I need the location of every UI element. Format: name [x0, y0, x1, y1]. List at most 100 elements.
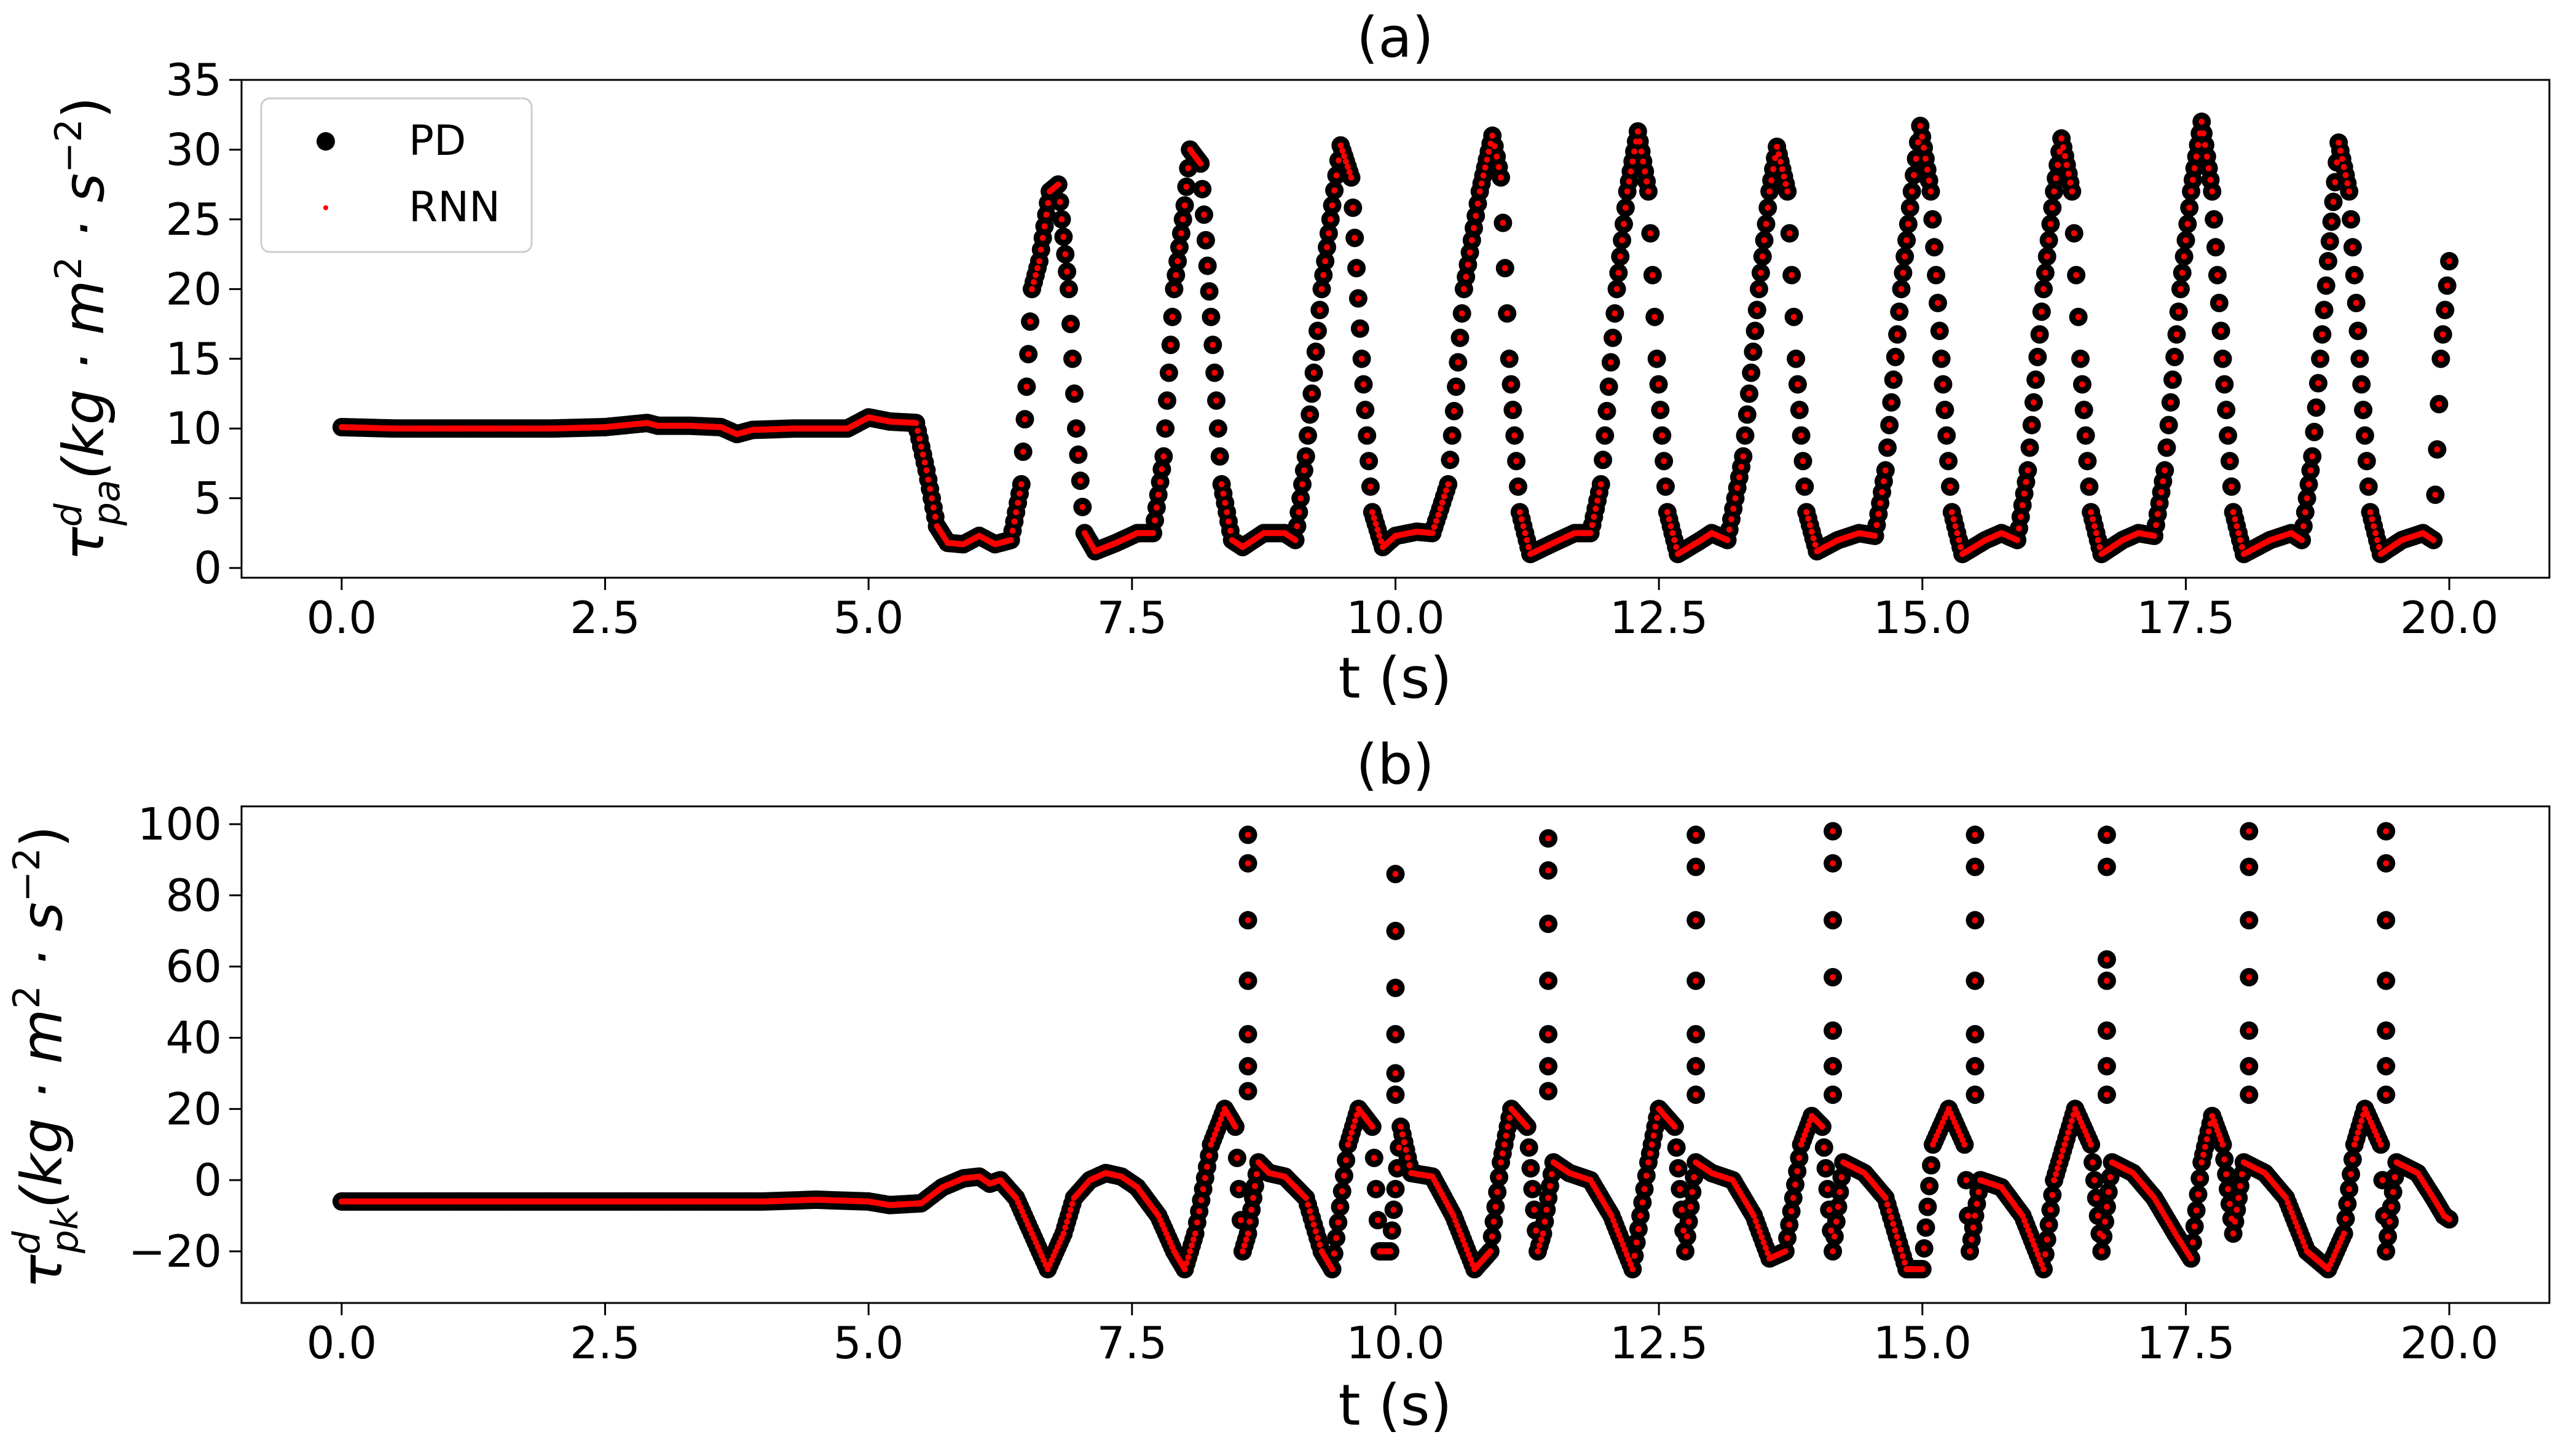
panel-a-y-tick-label: 10	[165, 403, 222, 454]
rnn-point	[1511, 432, 1518, 439]
rnn-point	[1956, 537, 1962, 543]
rnn-point	[925, 476, 932, 483]
rnn-point	[2302, 1243, 2308, 1250]
rnn-point	[1605, 384, 1612, 390]
rnn-point	[2054, 1165, 2061, 1171]
legend-pd-label: PD	[409, 117, 466, 165]
rnn-point	[1344, 163, 1351, 170]
rnn-point	[1509, 407, 1516, 413]
rnn-point	[2182, 237, 2189, 243]
rnn-point	[2028, 422, 2035, 428]
rnn-point	[2348, 1171, 2355, 1178]
rnn-point	[1394, 1165, 1401, 1171]
rnn-point	[1171, 286, 1178, 293]
rnn-point	[2167, 399, 2174, 406]
rnn-point	[2029, 1237, 2036, 1243]
rnn-point	[2351, 272, 2358, 278]
rnn-point	[2349, 244, 2356, 251]
rnn-point	[2053, 1171, 2059, 1178]
rnn-point	[1899, 1253, 1906, 1259]
rnn-point	[1784, 188, 1791, 195]
rnn-point	[1324, 244, 1331, 251]
rnn-point	[2388, 1203, 2395, 1210]
rnn-point	[1759, 253, 1766, 260]
rnn-point	[2049, 205, 2056, 211]
rnn-spike-point	[1245, 1088, 1251, 1095]
panel-b-y-tick-label: 0	[194, 1154, 222, 1206]
rnn-point	[1041, 223, 1048, 230]
rnn-point	[1503, 1132, 1509, 1139]
rnn-point	[1761, 237, 1768, 243]
rnn-spike-point	[2246, 974, 2253, 980]
rnn-point	[1958, 544, 1964, 551]
rnn-point	[2223, 407, 2230, 413]
rnn-point	[1455, 359, 1462, 366]
rnn-point	[2033, 1246, 2039, 1253]
rnn-point	[2342, 172, 2349, 178]
rnn-point	[1938, 355, 1945, 362]
rnn-point	[2225, 432, 2231, 439]
rnn-point	[1043, 211, 1050, 218]
rnn-point	[1626, 1256, 1632, 1263]
rnn-spike-point	[1693, 977, 1699, 984]
rnn-point	[1800, 458, 1806, 465]
rnn-point	[1505, 1123, 1511, 1130]
rnn-point	[2300, 1238, 2307, 1245]
rnn-point	[2061, 1141, 2068, 1148]
rnn-point	[1819, 1123, 1825, 1130]
rnn-point	[1594, 497, 1601, 504]
rnn-point	[1341, 153, 1348, 159]
rnn-point	[2181, 253, 2187, 260]
rnn-point	[2436, 401, 2442, 407]
rnn-point	[2082, 432, 2089, 439]
rnn-point	[1907, 205, 1913, 211]
rnn-point	[1431, 524, 1438, 530]
panel-b-y-tick-label: 20	[165, 1083, 222, 1135]
rnn-point	[2390, 1189, 2396, 1195]
rnn-point	[2069, 188, 2076, 195]
rnn-point	[1372, 1186, 1379, 1192]
rnn-point	[1253, 1171, 1260, 1178]
rnn-point	[1358, 355, 1365, 362]
rnn-point	[1545, 1195, 1552, 1202]
rnn-point	[1075, 451, 1082, 458]
rnn-point	[2095, 1213, 2101, 1219]
rnn-point	[1011, 518, 1018, 525]
rnn-point	[2053, 175, 2060, 181]
rnn-spike-point	[1972, 1092, 1978, 1098]
rnn-point	[1677, 1186, 1683, 1192]
rnn-point	[1597, 481, 1604, 487]
rnn-spike-point	[1972, 832, 1978, 838]
rnn-point	[1752, 328, 1758, 334]
panel-b-y-tick-label: 60	[165, 941, 222, 993]
rnn-spike-point	[2103, 864, 2110, 870]
rnn-point	[1039, 235, 1046, 242]
rnn-point	[2191, 1223, 2198, 1230]
rnn-spike-point	[1245, 977, 1251, 984]
rnn-point	[2213, 1122, 2219, 1129]
rnn-point	[2225, 1186, 2231, 1192]
rnn-point	[1294, 523, 1301, 530]
rnn-point	[1637, 1213, 1644, 1219]
rnn-point	[1036, 258, 1042, 264]
rnn-point	[1803, 1127, 1810, 1134]
rnn-point	[1498, 1159, 1504, 1166]
rnn-point	[1198, 1197, 1205, 1203]
rnn-spike-point	[1545, 921, 1552, 927]
rnn-point	[1924, 1203, 1931, 1210]
panel-b-points	[332, 822, 2459, 1278]
rnn-point	[2330, 199, 2337, 205]
rnn-spike-point	[2383, 977, 2390, 984]
panel-b-x-tick-label: 17.5	[2136, 1317, 2235, 1369]
rnn-point	[2235, 530, 2242, 537]
rnn-point	[1185, 165, 1192, 171]
rnn-point	[1208, 1141, 1214, 1148]
rnn-point	[1447, 457, 1454, 463]
rnn-point	[2184, 221, 2191, 227]
panel-a-x-tick-label: 7.5	[1097, 592, 1168, 643]
rnn-point	[2036, 331, 2043, 338]
rnn-point	[2195, 141, 2202, 148]
rnn-spike-point	[1545, 1088, 1552, 1095]
rnn-point	[1297, 495, 1304, 502]
rnn-point	[1659, 432, 1666, 439]
